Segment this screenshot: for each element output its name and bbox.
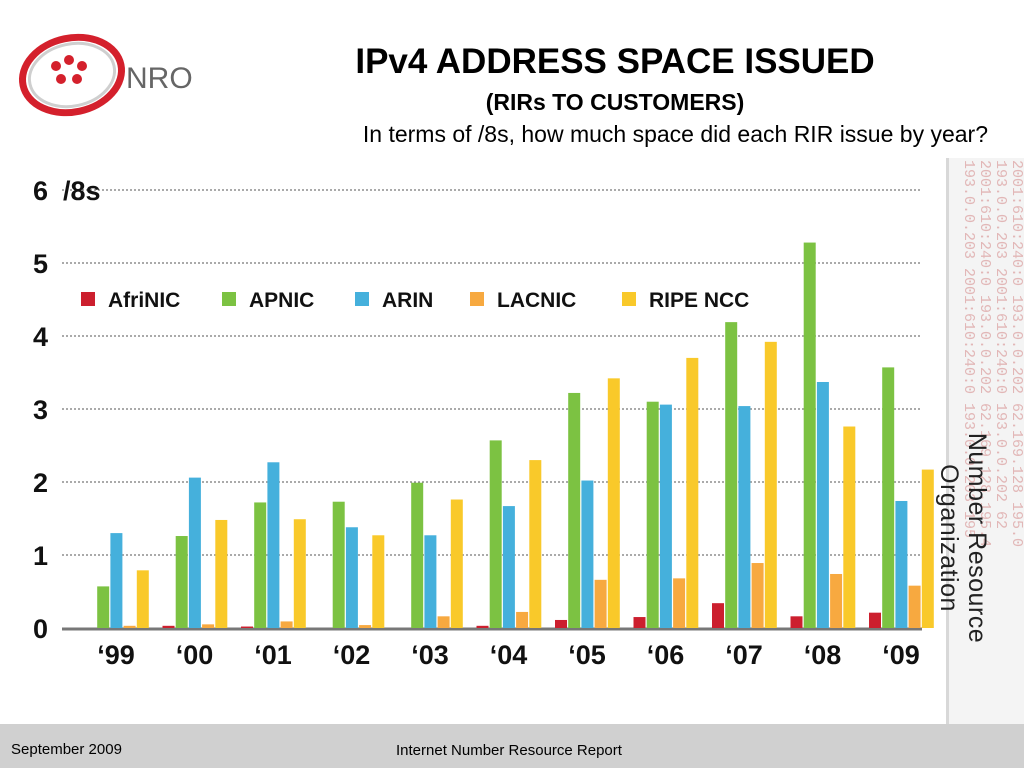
- bar-arin: [267, 462, 280, 628]
- chart-question: In terms of /8s, how much space did each…: [362, 121, 988, 147]
- bar-arin: [188, 477, 201, 628]
- x-tick-label: ‘02: [333, 640, 371, 670]
- bar-lacnic: [202, 624, 215, 628]
- x-tick-label: ‘05: [568, 640, 606, 670]
- bar-arin: [816, 381, 829, 628]
- legend-label: RIPE NCC: [649, 289, 749, 312]
- bar-afrinic: [241, 626, 253, 628]
- logo-swoosh-shadow: [27, 41, 117, 109]
- x-tick-label: ‘03: [411, 640, 449, 670]
- bar-arin: [581, 480, 594, 628]
- x-tick-label: ‘04: [490, 640, 528, 670]
- bar-ripe-ncc: [293, 519, 306, 628]
- bar-apnic: [254, 502, 267, 628]
- side-decoration: 2001:610:240:0 193.0.0.202 62.169.128 19…: [946, 158, 1024, 724]
- legend-swatch: [222, 292, 236, 306]
- legend-swatch: [470, 292, 484, 306]
- bar-ripe-ncc: [529, 460, 542, 628]
- bar-arin: [424, 535, 437, 628]
- x-tick-label: ‘99: [97, 640, 135, 670]
- bar-lacnic: [830, 573, 843, 628]
- bar-arin: [738, 406, 751, 628]
- legend-swatch: [622, 292, 636, 306]
- bar-afrinic: [476, 625, 489, 628]
- bar-lacnic: [437, 616, 450, 628]
- x-tick-label: ‘01: [254, 640, 292, 670]
- bar-apnic: [646, 401, 659, 628]
- chart-subtitle: (RIRs TO CUSTOMERS): [485, 89, 745, 115]
- bar-arin: [345, 527, 358, 628]
- bar-chart: 0 1 2 3 4 5 6 /8s ‘99 ‘00 ‘01 ‘02 ‘03 ‘04 ‘05 ‘06 ‘07 ‘0…: [33, 176, 934, 670]
- legend-label: LACNIC: [497, 289, 576, 312]
- bar-lacnic: [516, 611, 529, 628]
- x-tick-label: ‘07: [725, 640, 763, 670]
- bar-afrinic: [869, 612, 881, 628]
- y-tick-label: 3: [33, 395, 48, 425]
- bar-afrinic: [555, 619, 567, 628]
- y-tick-label: 2: [33, 468, 48, 498]
- x-tick-label: ‘00: [176, 640, 214, 670]
- org-name-vertical: Number Resource Organization: [935, 432, 991, 644]
- bar-apnic: [803, 242, 816, 628]
- bar-lacnic: [594, 579, 607, 628]
- bar-apnic: [725, 322, 738, 628]
- bar-apnic: [568, 392, 581, 628]
- y-tick-label: 4: [33, 322, 48, 352]
- legend-label: AfriNIC: [108, 289, 180, 312]
- bar-lacnic: [673, 578, 686, 628]
- legend-swatch: [81, 292, 95, 306]
- bar-arin: [110, 533, 123, 628]
- bar-ripe-ncc: [215, 519, 228, 628]
- bar-ripe-ncc: [450, 499, 463, 628]
- bar-ripe-ncc: [607, 378, 620, 628]
- legend-label: APNIC: [249, 289, 314, 312]
- bar-afrinic: [162, 625, 175, 628]
- ip-address-line: 2001:610:240:0 193.0.0.202 62.169.128 19…: [1008, 160, 1024, 548]
- legend-swatch: [355, 292, 369, 306]
- bar-apnic: [489, 440, 502, 628]
- bar-arin: [659, 404, 672, 628]
- footer-date: September 2009: [11, 741, 122, 758]
- bar-ripe-ncc: [686, 357, 699, 628]
- x-tick-label: ‘06: [647, 640, 685, 670]
- bar-lacnic: [280, 621, 293, 628]
- bar-afrinic: [712, 603, 724, 628]
- bar-ripe-ncc: [764, 341, 777, 628]
- bar-apnic: [332, 501, 345, 628]
- y-tick-label: 1: [33, 541, 48, 571]
- x-tick-label: ‘08: [804, 640, 842, 670]
- ip-address-line: 193.0.0.203 2001:610:240:0 193.0.0.202 6…: [992, 160, 1009, 530]
- bar-afrinic: [790, 616, 803, 628]
- bar-lacnic: [123, 625, 136, 628]
- bar-ripe-ncc: [372, 535, 385, 628]
- bar-apnic: [882, 367, 895, 628]
- legend-label: ARIN: [382, 289, 433, 312]
- bar-apnic: [97, 586, 110, 628]
- bar-apnic: [175, 536, 188, 628]
- y-tick-label: 6 /8s: [33, 176, 101, 206]
- bar-ripe-ncc: [843, 426, 856, 628]
- chart-title: IPv4 ADDRESS SPACE ISSUED: [355, 42, 875, 81]
- footer-report-title: Internet Number Resource Report: [396, 742, 622, 759]
- bar-ripe-ncc: [921, 469, 934, 628]
- bar-afrinic: [633, 617, 646, 628]
- bar-arin: [502, 506, 515, 628]
- logo-swoosh: [18, 33, 126, 117]
- y-tick-label: 0: [33, 614, 48, 644]
- footer-bar: September 2009 Internet Number Resource …: [0, 724, 1024, 768]
- x-tick-label: ‘09: [882, 640, 920, 670]
- bar-lacnic: [359, 625, 372, 628]
- bar-ripe-ncc: [136, 570, 149, 628]
- y-tick-label: 5: [33, 249, 48, 279]
- bar-arin: [895, 500, 908, 628]
- nro-logo: NRO: [18, 33, 193, 117]
- bar-lacnic: [908, 585, 921, 628]
- bar-apnic: [411, 482, 424, 628]
- bar-lacnic: [751, 563, 764, 628]
- logo-text: NRO: [126, 62, 193, 95]
